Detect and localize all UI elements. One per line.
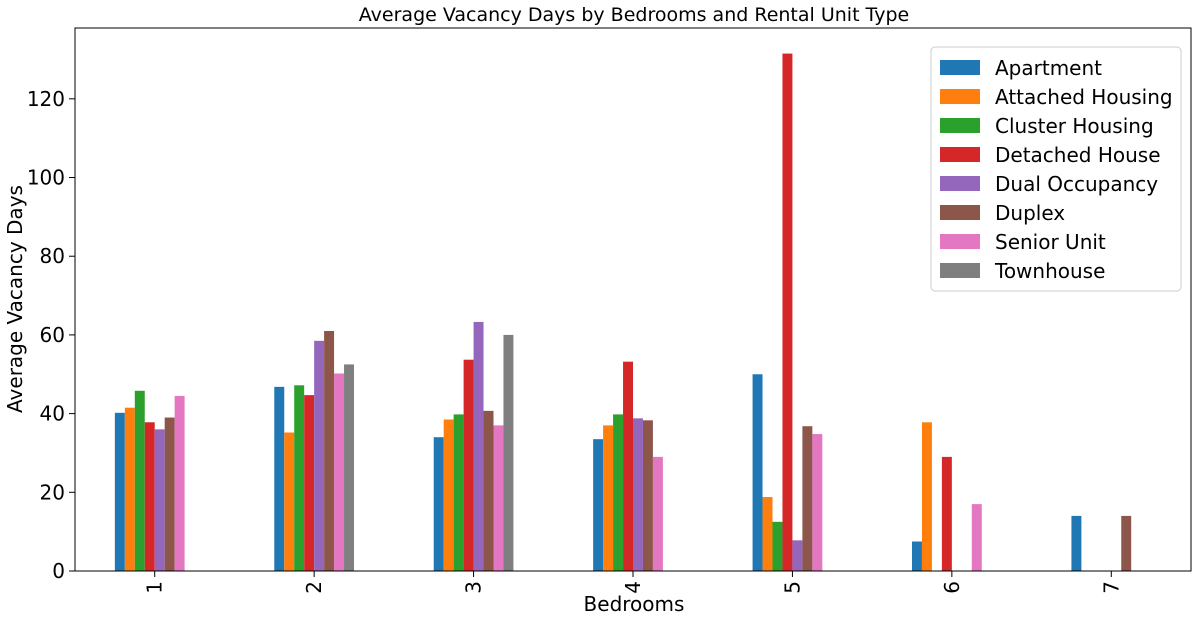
- bar: [334, 373, 345, 571]
- x-axis-label: Bedrooms: [584, 592, 685, 616]
- y-tick-label: 60: [40, 323, 65, 347]
- bar: [154, 429, 165, 571]
- y-tick-label: 80: [40, 244, 65, 268]
- bar: [613, 414, 624, 571]
- legend-label: Attached Housing: [995, 85, 1173, 109]
- bar: [782, 53, 793, 571]
- plot-area: 0 20 40 60 80 100 120 1 2 3 4 5 6 7: [27, 27, 1192, 594]
- bar: [593, 439, 604, 571]
- bar: [304, 395, 315, 571]
- bar: [344, 364, 354, 571]
- bar: [134, 390, 145, 571]
- legend-swatch: [940, 176, 980, 191]
- y-tick-label: 0: [52, 559, 65, 583]
- bar: [463, 359, 474, 571]
- bar: [812, 434, 823, 571]
- legend-label: Dual Occupancy: [995, 172, 1158, 196]
- chart-title: Average Vacancy Days by Bedrooms and Ren…: [359, 4, 909, 26]
- x-tick-label: 6: [940, 581, 964, 594]
- x-tick-label: 3: [462, 581, 486, 594]
- bar: [603, 425, 614, 571]
- bar: [503, 334, 514, 571]
- bar: [174, 395, 185, 571]
- bar: [483, 410, 494, 571]
- legend-swatch: [940, 118, 980, 133]
- bar: [633, 418, 643, 571]
- bar: [792, 540, 803, 571]
- x-tick-label: 2: [302, 581, 326, 594]
- bar: [124, 407, 135, 571]
- bar: [433, 437, 444, 571]
- bar: [1071, 515, 1082, 571]
- legend-label: Cluster Housing: [995, 114, 1154, 138]
- x-tick-label: 1: [143, 581, 167, 594]
- y-axis-label: Average Vacancy Days: [3, 185, 27, 413]
- legend-box: [930, 46, 1182, 292]
- bar: [144, 422, 155, 571]
- bar: [443, 419, 454, 571]
- legend-swatch: [940, 89, 980, 104]
- bar: [762, 497, 773, 571]
- x-tick-label: 5: [780, 581, 804, 594]
- x-tick-label: 7: [1099, 581, 1123, 594]
- legend-label: Townhouse: [994, 259, 1105, 283]
- legend: Apartment Attached Housing Cluster Housing…: [930, 46, 1182, 292]
- legend-swatch: [940, 147, 980, 162]
- bar: [802, 426, 813, 571]
- bar: [642, 420, 653, 571]
- legend-label: Senior Unit: [995, 230, 1106, 254]
- bar: [324, 330, 335, 571]
- bar: [752, 374, 763, 571]
- y-tick-label: 20: [40, 480, 65, 504]
- bar: [623, 361, 633, 571]
- bar: [314, 340, 325, 571]
- bar: [274, 386, 285, 571]
- bar: [652, 456, 663, 571]
- legend-label: Detached House: [995, 143, 1161, 167]
- bar: [971, 504, 982, 571]
- bar: [912, 541, 922, 571]
- legend-swatch: [940, 205, 980, 220]
- bar: [294, 385, 305, 571]
- bar: [453, 414, 464, 571]
- bar: [284, 432, 295, 571]
- bar: [473, 321, 484, 571]
- bar: [1121, 515, 1132, 571]
- legend-label: Apartment: [995, 56, 1102, 80]
- y-tick-label: 120: [27, 87, 65, 111]
- x-tick-label: 4: [621, 581, 645, 594]
- legend-swatch: [940, 263, 980, 278]
- legend-label: Duplex: [995, 201, 1065, 225]
- bar: [114, 412, 125, 571]
- bar: [941, 456, 952, 571]
- legend-swatch: [940, 60, 980, 75]
- y-tick-label: 40: [40, 402, 65, 426]
- legend-swatch: [940, 234, 980, 249]
- bar: [164, 417, 175, 571]
- bar: [921, 422, 932, 571]
- bar: [772, 521, 783, 571]
- y-tick-label: 100: [27, 166, 65, 190]
- bar: [493, 425, 504, 571]
